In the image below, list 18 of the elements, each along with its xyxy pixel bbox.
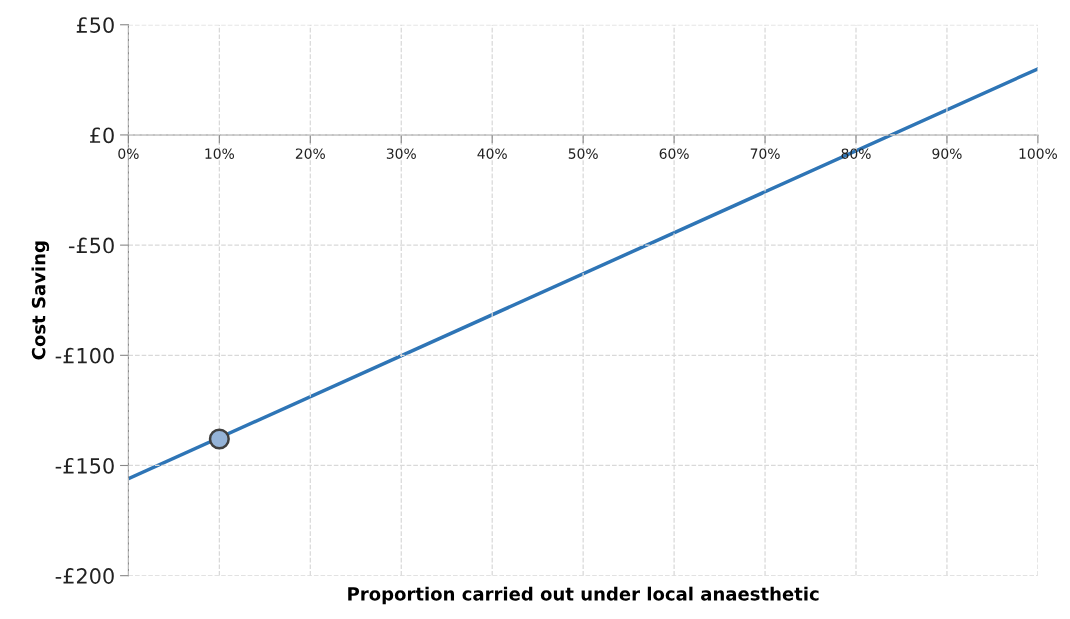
y-tick-label: -£100 [55,347,114,364]
y-tick-label: -£200 [55,568,114,584]
x-tick-label: 30% [386,148,416,159]
x-tick-label: 70% [750,148,780,159]
x-tick-label: 10% [205,148,235,159]
x-tick-label: 100% [1019,148,1057,159]
y-tick-label: £50 [76,17,114,33]
x-tick-label: 40% [477,148,507,159]
y-axis-title: Cost Saving [31,241,50,360]
x-axis-title: Proportion carried out under local anaesthetic [348,586,819,605]
x-tick-label: 0% [118,148,139,159]
x-tick-label: 60% [659,148,689,159]
y-tick-label: £0 [90,127,114,144]
y-tick-label: -£50 [68,237,114,254]
x-tick-label: 90% [932,148,962,159]
x-tick-label: 50% [568,148,598,159]
x-tick-label: 20% [295,148,325,159]
y-tick-label: -£150 [55,457,114,474]
